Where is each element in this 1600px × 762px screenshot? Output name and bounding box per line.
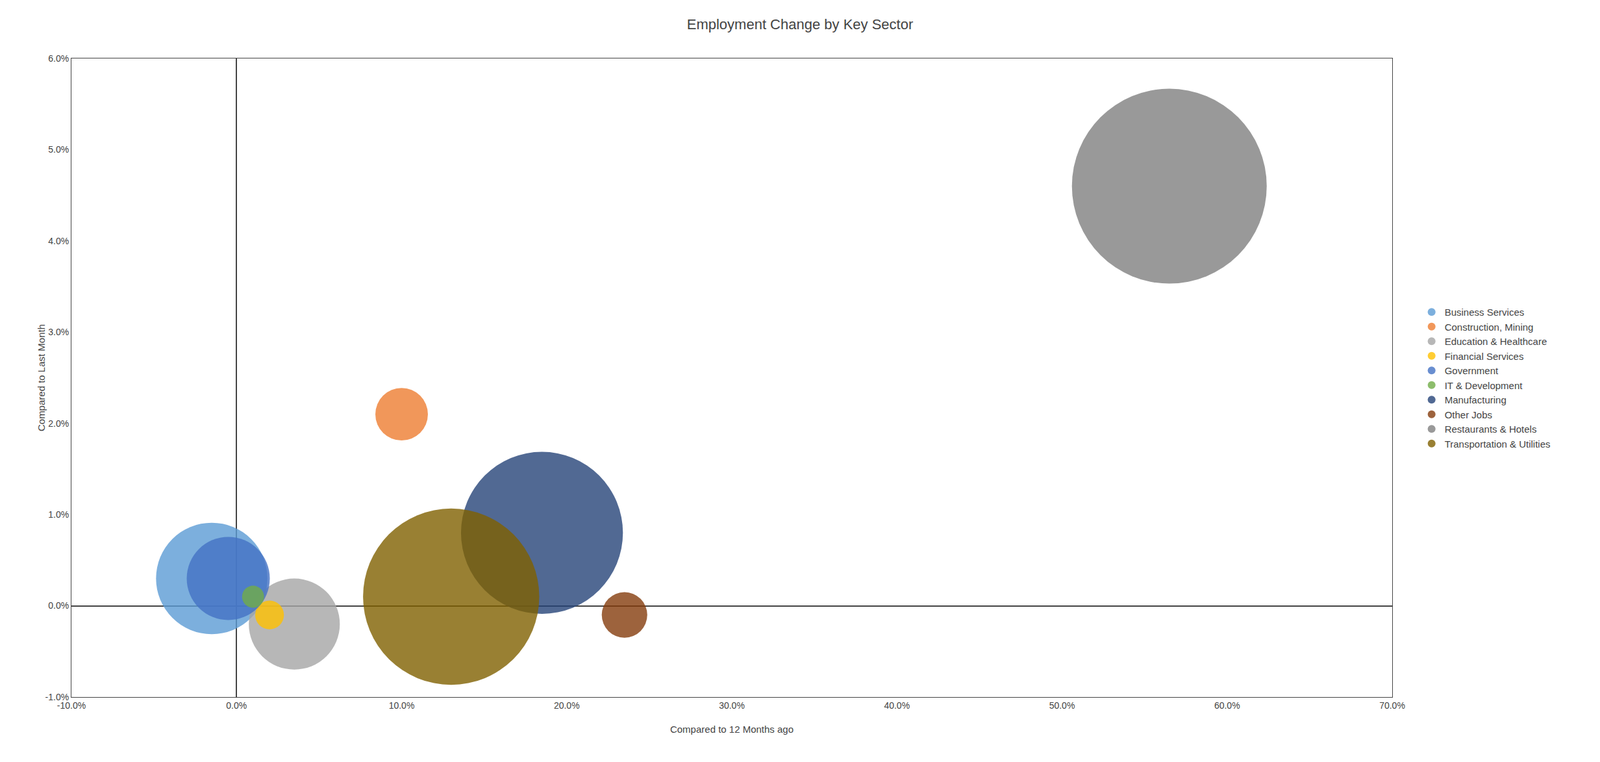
svg-text:Employment Change by Key Secto: Employment Change by Key Sector xyxy=(687,16,914,33)
svg-text:2.0%: 2.0% xyxy=(48,418,69,429)
svg-text:-1.0%: -1.0% xyxy=(45,691,70,702)
svg-text:-10.0%: -10.0% xyxy=(57,700,86,711)
svg-text:70.0%: 70.0% xyxy=(1379,700,1406,711)
svg-text:Education & Healthcare: Education & Healthcare xyxy=(1444,335,1548,347)
svg-text:Manufacturing: Manufacturing xyxy=(1444,394,1507,406)
svg-text:Compared to Last Month: Compared to Last Month xyxy=(35,324,47,432)
svg-text:0.0%: 0.0% xyxy=(48,600,69,611)
svg-text:Restaurants & Hotels: Restaurants & Hotels xyxy=(1444,423,1538,435)
svg-text:IT & Development: IT & Development xyxy=(1444,379,1524,391)
svg-text:Other Jobs: Other Jobs xyxy=(1444,409,1493,421)
svg-text:40.0%: 40.0% xyxy=(883,700,910,711)
svg-text:Construction, Mining: Construction, Mining xyxy=(1444,321,1534,333)
svg-text:6.0%: 6.0% xyxy=(48,53,69,64)
svg-text:1.0%: 1.0% xyxy=(48,509,69,520)
svg-text:50.0%: 50.0% xyxy=(1049,700,1076,711)
svg-text:Government: Government xyxy=(1444,364,1499,376)
svg-text:5.0%: 5.0% xyxy=(48,144,69,155)
svg-text:0.0%: 0.0% xyxy=(225,700,247,711)
svg-text:Financial Services: Financial Services xyxy=(1444,350,1525,362)
svg-text:4.0%: 4.0% xyxy=(48,235,69,247)
svg-text:10.0%: 10.0% xyxy=(388,700,415,711)
svg-text:3.0%: 3.0% xyxy=(48,326,69,338)
svg-text:Business Services: Business Services xyxy=(1444,306,1525,318)
svg-text:60.0%: 60.0% xyxy=(1214,700,1241,711)
svg-text:Compared to 12 Months ago: Compared to 12 Months ago xyxy=(670,723,794,735)
svg-text:20.0%: 20.0% xyxy=(553,700,580,711)
svg-text:30.0%: 30.0% xyxy=(718,700,745,711)
svg-text:Transportation & Utilities: Transportation & Utilities xyxy=(1444,438,1551,450)
